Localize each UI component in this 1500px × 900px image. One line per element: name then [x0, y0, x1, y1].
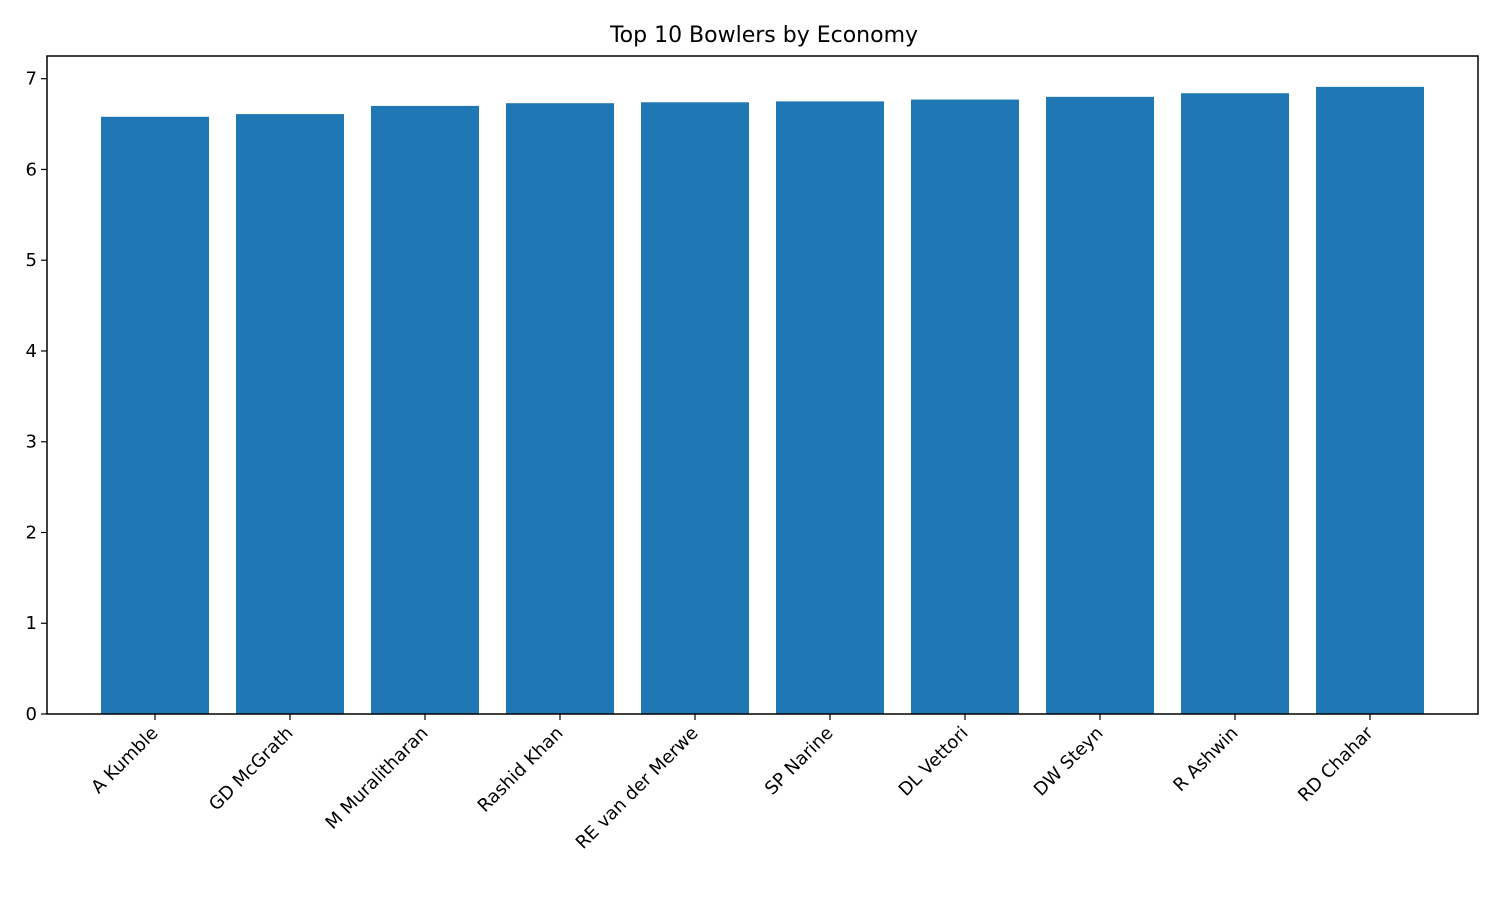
x-tick-label: DL Vettori [895, 723, 973, 801]
y-tick-label: 4 [26, 341, 37, 362]
y-axis: 0 1 2 3 4 5 6 7 [26, 69, 47, 725]
bar-dl-vettori [911, 99, 1019, 714]
y-tick-label: 6 [26, 159, 37, 180]
y-tick-label: 0 [26, 704, 37, 725]
bar-r-ashwin [1181, 93, 1289, 714]
plot-area-frame [46, 55, 1479, 715]
x-tick-label: M Muralitharan [322, 723, 433, 834]
bar-a-kumble [101, 116, 209, 714]
x-tick-label: A Kumble [87, 723, 162, 798]
x-axis: A Kumble GD McGrath M Muralitharan Rashid K… [87, 714, 1378, 853]
bar-rashid-khan [506, 103, 614, 715]
x-tick-label: Rashid Khan [474, 723, 568, 817]
bar-rd-chahar [1316, 86, 1424, 715]
y-tick-label: 1 [26, 613, 37, 634]
y-tick-label: 5 [26, 250, 37, 271]
bar-m-muralitharan [371, 105, 479, 715]
bar-gd-mcgrath [236, 114, 344, 715]
y-tick-label: 3 [26, 432, 37, 453]
x-tick-label: RE van der Merwe [572, 723, 703, 854]
bar-sp-narine [776, 101, 884, 714]
x-tick-label: GD McGrath [205, 723, 297, 815]
chart-title: Top 10 Bowlers by Economy [609, 23, 918, 48]
y-tick-label: 2 [26, 522, 37, 543]
y-tick-label: 7 [26, 69, 37, 90]
x-tick-label: R Ashwin [1169, 723, 1242, 796]
x-tick-label: RD Chahar [1294, 722, 1378, 806]
x-tick-label: DW Steyn [1030, 723, 1108, 801]
x-tick-label: SP Narine [761, 723, 838, 800]
bar-dw-steyn [1046, 96, 1154, 715]
bars [101, 86, 1424, 715]
bar-re-van-der-merwe [641, 102, 749, 715]
